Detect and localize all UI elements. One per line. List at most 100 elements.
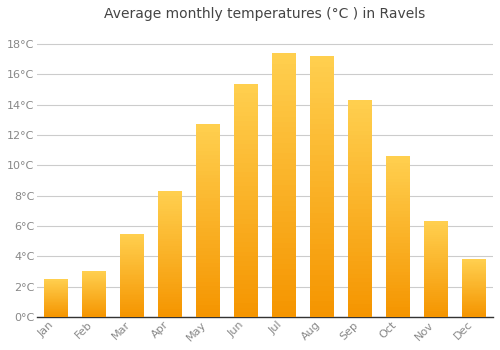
Bar xyxy=(120,294,144,295)
Bar xyxy=(310,254,334,260)
Bar xyxy=(386,237,410,240)
Bar xyxy=(424,282,448,285)
Bar xyxy=(272,227,296,232)
Bar xyxy=(120,285,144,287)
Bar xyxy=(158,249,182,252)
Bar xyxy=(462,316,486,317)
Bar xyxy=(310,307,334,312)
Bar xyxy=(272,153,296,159)
Bar xyxy=(272,312,296,317)
Bar xyxy=(82,275,106,276)
Bar xyxy=(82,271,106,272)
Bar xyxy=(82,284,106,285)
Bar xyxy=(196,186,220,190)
Bar xyxy=(44,288,68,289)
Bar xyxy=(462,315,486,316)
Bar xyxy=(120,235,144,237)
Bar xyxy=(310,202,334,208)
Bar xyxy=(310,280,334,286)
Bar xyxy=(234,228,258,233)
Bar xyxy=(272,222,296,227)
Bar xyxy=(196,213,220,217)
Bar xyxy=(386,160,410,163)
Bar xyxy=(424,315,448,317)
Bar xyxy=(272,280,296,285)
Bar xyxy=(82,272,106,273)
Bar xyxy=(386,298,410,301)
Bar xyxy=(424,240,448,243)
Bar xyxy=(196,313,220,317)
Bar xyxy=(158,199,182,201)
Bar xyxy=(234,93,258,98)
Bar xyxy=(44,292,68,293)
Bar xyxy=(196,217,220,220)
Bar xyxy=(158,287,182,289)
Bar xyxy=(272,206,296,211)
Bar xyxy=(462,302,486,303)
Bar xyxy=(348,287,372,291)
Bar xyxy=(234,177,258,182)
Bar xyxy=(310,223,334,228)
Bar xyxy=(386,307,410,310)
Bar xyxy=(424,285,448,286)
Bar xyxy=(196,228,220,232)
Bar xyxy=(310,88,334,93)
Bar xyxy=(462,259,486,260)
Bar xyxy=(272,190,296,196)
Bar xyxy=(234,158,258,163)
Bar xyxy=(120,233,144,235)
Bar xyxy=(234,280,258,284)
Bar xyxy=(158,259,182,261)
Bar xyxy=(272,270,296,275)
Bar xyxy=(462,299,486,300)
Bar xyxy=(158,272,182,274)
Bar xyxy=(462,279,486,280)
Bar xyxy=(158,214,182,216)
Bar xyxy=(196,301,220,305)
Bar xyxy=(424,286,448,288)
Bar xyxy=(348,239,372,243)
Bar xyxy=(44,280,68,281)
Bar xyxy=(348,144,372,148)
Bar xyxy=(272,106,296,111)
Bar xyxy=(120,303,144,305)
Bar xyxy=(310,233,334,239)
Bar xyxy=(158,246,182,249)
Bar xyxy=(196,220,220,224)
Bar xyxy=(158,244,182,246)
Bar xyxy=(462,292,486,293)
Bar xyxy=(82,296,106,297)
Bar xyxy=(386,227,410,230)
Bar xyxy=(44,285,68,286)
Bar xyxy=(386,285,410,288)
Bar xyxy=(158,224,182,226)
Bar xyxy=(272,306,296,312)
Bar xyxy=(196,309,220,313)
Bar xyxy=(462,284,486,285)
Bar xyxy=(310,155,334,161)
Bar xyxy=(120,245,144,247)
Bar xyxy=(196,148,220,152)
Bar xyxy=(462,265,486,266)
Bar xyxy=(158,307,182,309)
Bar xyxy=(82,287,106,288)
Bar xyxy=(234,289,258,294)
Bar xyxy=(234,303,258,308)
Bar xyxy=(386,176,410,179)
Bar xyxy=(44,313,68,314)
Bar xyxy=(462,304,486,305)
Bar xyxy=(462,276,486,278)
Bar xyxy=(348,161,372,165)
Bar xyxy=(82,299,106,300)
Bar xyxy=(234,308,258,312)
Bar xyxy=(120,252,144,253)
Bar xyxy=(386,272,410,275)
Bar xyxy=(234,298,258,303)
Bar xyxy=(82,289,106,290)
Bar xyxy=(82,314,106,315)
Bar xyxy=(234,130,258,135)
Bar xyxy=(82,310,106,312)
Bar xyxy=(272,96,296,101)
Bar xyxy=(44,301,68,302)
Bar xyxy=(158,297,182,299)
